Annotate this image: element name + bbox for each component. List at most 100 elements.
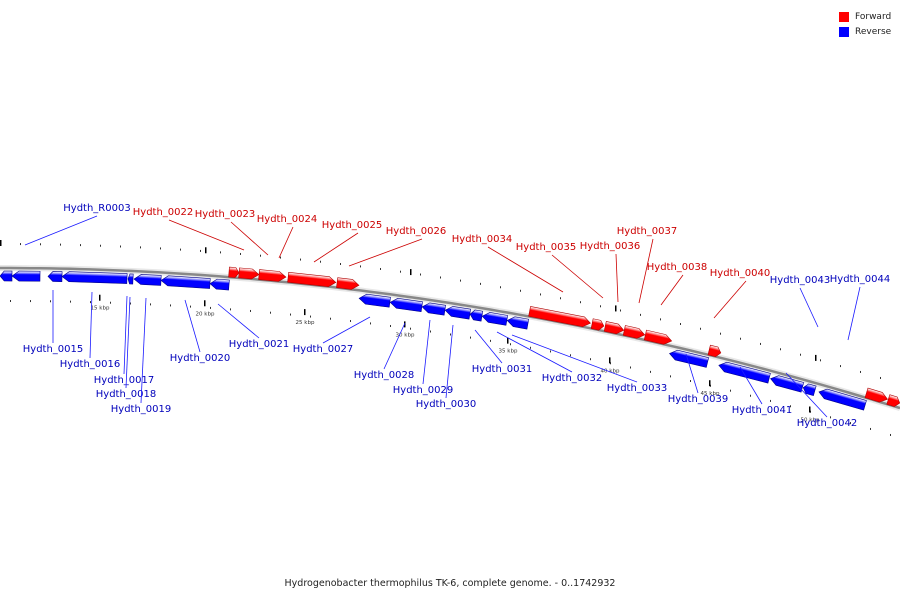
major-tick	[609, 357, 611, 364]
major-tick	[0, 240, 2, 246]
minor-tick	[620, 309, 621, 312]
major-tick	[507, 337, 509, 344]
minor-tick	[260, 254, 261, 257]
reverse-label: Hydth_0028	[354, 370, 415, 381]
minor-tick	[730, 389, 731, 392]
forward-gene	[603, 321, 625, 335]
forward-gene	[707, 344, 722, 358]
forward-gene	[238, 267, 260, 280]
reverse-label: Hydth_0030	[416, 399, 477, 410]
reverse-gene	[770, 375, 805, 393]
minor-tick	[650, 370, 651, 373]
minor-tick	[570, 354, 571, 357]
forward-label: Hydth_0036	[580, 241, 641, 252]
scale-label: 35 kbp	[499, 349, 518, 355]
reverse-gene	[481, 312, 509, 326]
leader-line-forward	[638, 238, 654, 304]
minor-tick	[420, 273, 421, 276]
minor-tick	[540, 293, 541, 296]
reverse-label: Hydth_R0003	[63, 203, 130, 214]
forward-label: Hydth_0035	[516, 242, 577, 253]
leader-line-forward	[313, 232, 359, 263]
forward-swatch	[839, 11, 849, 22]
forward-label: Hydth_0040	[710, 268, 771, 279]
minor-tick	[630, 366, 631, 369]
reverse-gene	[669, 349, 709, 368]
scale-label: 40 kbp	[601, 368, 620, 374]
reverse-gene	[127, 273, 134, 285]
leader-line-reverse	[422, 319, 431, 385]
reverse-label: Hydth_0044	[830, 274, 891, 285]
leader-line-forward	[348, 238, 423, 267]
minor-tick	[470, 336, 471, 339]
reverse-gene	[469, 309, 484, 322]
minor-tick	[840, 365, 841, 368]
backbone	[0, 266, 900, 410]
leader-line-forward	[551, 254, 604, 299]
leader-line-forward	[168, 219, 245, 251]
leader-line-reverse	[511, 334, 638, 383]
leader-line-reverse	[184, 299, 201, 353]
minor-tick	[30, 300, 31, 303]
minor-tick	[90, 301, 91, 304]
minor-tick	[380, 267, 381, 270]
minor-tick	[230, 308, 231, 311]
minor-tick	[100, 244, 101, 247]
leader-line-reverse	[217, 303, 260, 339]
minor-tick	[700, 327, 701, 330]
minor-tick	[760, 342, 761, 345]
reverse-label: Hydth_0042	[797, 418, 858, 429]
reverse-label: Hydth_0017	[94, 375, 155, 386]
minor-tick	[430, 330, 431, 333]
major-tick	[615, 305, 617, 312]
minor-tick	[660, 318, 661, 321]
leader-line-reverse	[785, 372, 828, 418]
minor-tick	[200, 249, 201, 252]
minor-tick	[780, 348, 781, 351]
minor-tick	[600, 305, 601, 308]
minor-tick	[250, 309, 251, 312]
minor-tick	[310, 315, 311, 318]
reverse-label: Hydth_0033	[607, 383, 668, 394]
forward-label: Hydth_0024	[257, 214, 318, 225]
forward-label: Hydth_0022	[133, 207, 194, 218]
minor-tick	[10, 300, 11, 302]
leader-line-forward	[713, 280, 747, 319]
reverse-gene	[133, 274, 162, 286]
reverse-label: Hydth_0016	[60, 359, 121, 370]
reverse-gene	[209, 278, 230, 291]
minor-tick	[350, 319, 351, 322]
minor-tick	[690, 379, 691, 382]
leader-line-forward	[487, 246, 564, 293]
forward-gene	[643, 329, 673, 345]
minor-tick	[530, 346, 531, 349]
minor-tick	[410, 327, 411, 330]
forward-gene	[528, 306, 591, 328]
minor-tick	[750, 394, 751, 397]
leader-line-forward	[660, 274, 684, 306]
leader-line-reverse	[123, 295, 128, 375]
minor-tick	[680, 322, 681, 325]
map-caption: Hydrogenobacter thermophilus TK-6, compl…	[284, 578, 616, 589]
reverse-label: Hydth_0032	[542, 373, 603, 384]
reverse-swatch	[839, 26, 849, 37]
minor-tick	[480, 282, 481, 285]
minor-tick	[150, 303, 151, 306]
leader-line-reverse	[24, 215, 98, 246]
forward-gene	[864, 387, 889, 403]
leader-line-reverse	[89, 291, 93, 359]
leader-line-reverse	[322, 316, 371, 344]
forward-gene	[886, 394, 900, 407]
leader-line-reverse	[739, 366, 763, 405]
minor-tick	[550, 350, 551, 353]
minor-tick	[40, 243, 41, 246]
reverse-gene	[358, 293, 391, 308]
minor-tick	[20, 243, 21, 246]
forward-label: Hydth_0037	[617, 226, 678, 237]
minor-tick	[240, 252, 241, 255]
forward-gene	[336, 277, 360, 290]
reverse-label: Hydth_0043	[770, 275, 831, 286]
leader-line-reverse	[799, 287, 819, 328]
minor-tick	[500, 286, 501, 289]
